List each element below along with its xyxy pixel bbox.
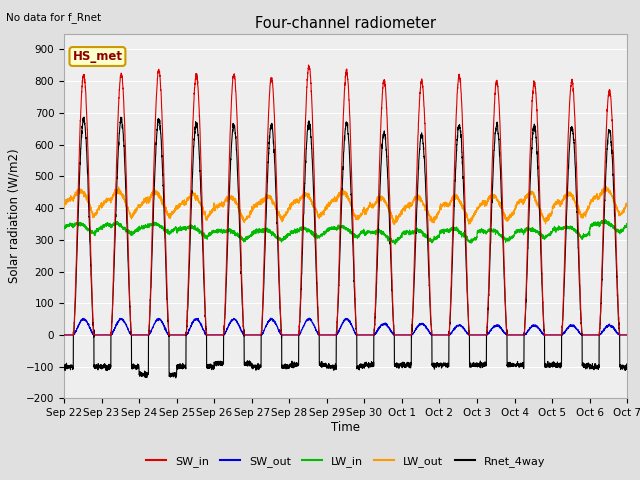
Text: No data for f_Rnet: No data for f_Rnet	[6, 12, 102, 23]
Title: Four-channel radiometer: Four-channel radiometer	[255, 16, 436, 31]
Legend: SW_in, SW_out, LW_in, LW_out, Rnet_4way: SW_in, SW_out, LW_in, LW_out, Rnet_4way	[142, 451, 549, 471]
Text: HS_met: HS_met	[72, 50, 122, 63]
X-axis label: Time: Time	[331, 421, 360, 434]
Y-axis label: Solar radiation (W/m2): Solar radiation (W/m2)	[7, 149, 20, 283]
